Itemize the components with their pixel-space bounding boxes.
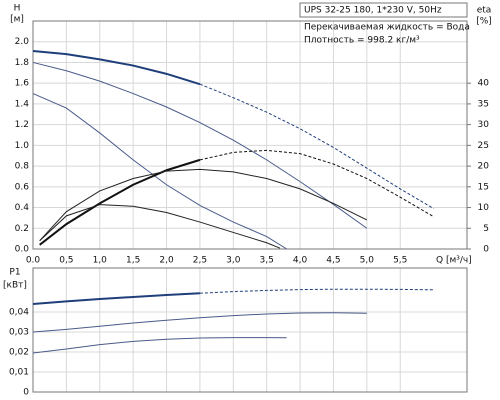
- y2-tick-label: 40: [478, 79, 490, 89]
- x-tick-label: 2,5: [193, 256, 207, 266]
- y-tick-label: 1.0: [15, 141, 30, 151]
- y-tick-label: 0,04: [9, 308, 29, 318]
- x-label: Q [м³/ч]: [436, 256, 472, 266]
- annotation: UPS 32-25 180, 1*230 V, 50Hz: [304, 6, 442, 16]
- y2-tick-label: 5: [483, 224, 489, 234]
- x-tick-label: 0.0: [26, 256, 41, 266]
- y2-tick-label: 10: [478, 203, 490, 213]
- y-tick-label: 1.8: [15, 58, 30, 68]
- y-tick-label: 0.4: [15, 203, 30, 213]
- y2-tick-label: 15: [478, 182, 489, 192]
- x-tick-label: 5,5: [393, 256, 407, 266]
- y-tick-label: 0,01: [9, 368, 29, 378]
- y-tick-label: 0: [23, 388, 29, 398]
- x-tick-label: 1,5: [126, 256, 140, 266]
- x-tick-label: 3,5: [260, 256, 274, 266]
- x-tick-label: 2,0: [159, 256, 174, 266]
- y2-tick-label: 20: [478, 162, 490, 172]
- curve: [39, 168, 368, 242]
- y-tick-label: 2.0: [15, 37, 30, 47]
- y2-tick-label: 35: [478, 99, 489, 109]
- y-tick-label: 0.2: [15, 224, 29, 234]
- curve: [39, 158, 201, 246]
- y2-unit: [%]: [476, 17, 492, 27]
- x-tick-label: 1,0: [93, 256, 108, 266]
- y-unit: [м]: [10, 15, 24, 25]
- y2-tick-label: 25: [478, 141, 489, 151]
- annotation: Перекачиваемая жидкость = Вода: [304, 23, 470, 33]
- curve: [199, 288, 434, 294]
- y-tick-label: 0,02: [9, 348, 29, 358]
- y-unit: [кВт]: [3, 281, 27, 291]
- curve: [32, 50, 201, 86]
- y-tick-label: 1.2: [15, 120, 29, 130]
- y-label: H: [14, 4, 21, 14]
- bottom-frame: [32, 267, 468, 393]
- info-box: [299, 2, 468, 18]
- curve: [199, 149, 434, 218]
- curve: [32, 312, 367, 333]
- y-label: P1: [9, 268, 20, 278]
- y-tick-label: 0.8: [15, 162, 30, 172]
- y2-label: eta: [477, 6, 492, 16]
- curve: [32, 93, 287, 250]
- curve: [32, 61, 368, 229]
- top-frame: [32, 20, 468, 250]
- x-tick-label: 4,5: [326, 256, 340, 266]
- annotation: Плотность = 998.2 кг/м³: [304, 36, 420, 46]
- curve: [39, 204, 281, 249]
- y-tick-label: 0.6: [15, 182, 30, 192]
- curve: [32, 292, 200, 305]
- y2-tick-label: 0: [483, 245, 489, 255]
- x-tick-label: 0,5: [59, 256, 73, 266]
- x-tick-label: 3,0: [226, 256, 241, 266]
- y-tick-label: 0,03: [9, 328, 29, 338]
- y-tick-label: 0.0: [15, 245, 30, 255]
- curve: [32, 337, 287, 354]
- x-tick-label: 5,0: [360, 256, 375, 266]
- x-tick-label: 4,0: [293, 256, 308, 266]
- y2-tick-label: 30: [478, 120, 490, 130]
- curve: [199, 83, 434, 210]
- y-tick-label: 1.6: [15, 79, 30, 89]
- y-tick-label: 1.4: [15, 99, 30, 109]
